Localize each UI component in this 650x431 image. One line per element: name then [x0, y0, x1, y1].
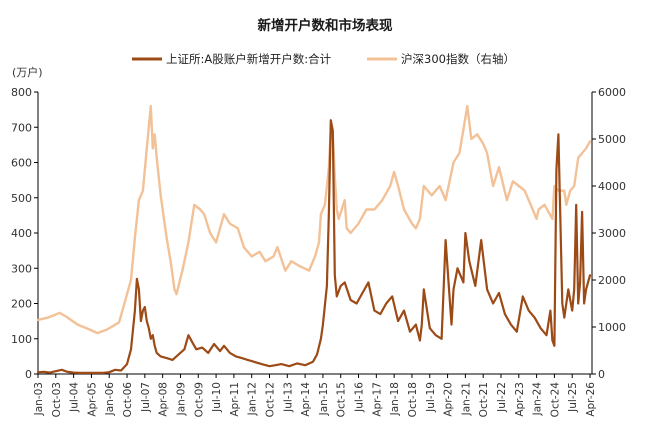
x-tick-label: Apr-11	[229, 382, 241, 417]
y-left-tick-label: 500	[11, 192, 32, 205]
left-axis-unit: (万户)	[12, 65, 43, 79]
x-tick-label: Jul-25	[567, 382, 579, 413]
y-left-tick-label: 600	[11, 157, 32, 170]
x-tick-label: Jul-22	[496, 382, 508, 413]
x-tick-label: Jan-21	[460, 382, 472, 416]
x-tick-label: Jul-10	[211, 382, 223, 413]
y-right-tick-label: 3000	[598, 227, 626, 240]
x-tick-label: Jul-13	[282, 382, 294, 413]
x-tick-label: Jul-04	[69, 382, 81, 413]
x-tick-label: Jan-06	[104, 382, 116, 417]
y-left-tick-label: 800	[11, 86, 32, 99]
y-right-tick-label: 0	[598, 368, 605, 381]
x-tick-label: Jul-19	[425, 382, 437, 413]
x-tick-label: Jul-07	[140, 382, 152, 413]
series-line-index	[36, 104, 592, 335]
x-tick-label: Apr-05	[86, 382, 98, 417]
x-tick-label: Apr-17	[371, 382, 383, 417]
x-tick-label: Apr-26	[585, 382, 597, 417]
x-tick-label: Oct-24	[549, 382, 561, 418]
chart-title: 新增开户数和市场表现	[258, 17, 393, 34]
x-tick-label: Apr-14	[300, 382, 312, 417]
y-right-tick-label: 1000	[598, 321, 626, 334]
y-left-tick-label: 300	[11, 262, 32, 275]
y-right-tick-label: 2000	[598, 274, 626, 287]
x-tick-label: Apr-20	[443, 382, 455, 417]
x-tick-label: Jul-16	[354, 382, 366, 413]
x-tick-label: Oct-09	[193, 382, 205, 417]
x-ticks: Jan-03 Oct-03 Jul-04 Apr-05 Jan-06 Oct-06 Jul-…	[33, 374, 597, 417]
x-tick-label: Oct-21	[478, 382, 490, 417]
y-left-tick-label: 700	[11, 121, 32, 134]
series-layer	[36, 104, 592, 374]
axes	[37, 92, 593, 375]
y-left-ticks: 0 100 200 300 400 500 600 700 800	[11, 86, 38, 381]
x-tick-label: Oct-18	[407, 382, 419, 417]
y-left-tick-label: 400	[11, 227, 32, 240]
y-left-tick-label: 100	[11, 333, 32, 346]
x-tick-label: Jan-18	[389, 382, 401, 416]
legend-label-accounts: 上证所:A股账户新增开户数:合计	[166, 52, 332, 66]
x-tick-label: Jan-12	[247, 382, 259, 416]
y-right-tick-label: 5000	[598, 133, 626, 146]
x-tick-label: Oct-15	[336, 382, 348, 417]
x-tick-label: Jan-03	[33, 382, 45, 416]
y-right-tick-label: 6000	[598, 86, 626, 99]
legend-label-index: 沪深300指数（右轴）	[401, 52, 515, 66]
series-line-accounts	[36, 119, 592, 374]
y-left-tick-label: 200	[11, 298, 32, 311]
x-tick-label: Jan-15	[318, 382, 330, 416]
x-tick-label: Apr-23	[514, 382, 526, 417]
x-tick-label: Apr-08	[158, 382, 170, 417]
y-left-tick-label: 0	[25, 368, 32, 381]
legend: 上证所:A股账户新增开户数:合计 沪深300指数（右轴）	[132, 52, 515, 66]
x-tick-label: Jan-09	[175, 382, 187, 416]
x-tick-label: Jan-24	[532, 382, 544, 417]
x-tick-label: Oct-06	[122, 382, 134, 418]
y-right-tick-label: 4000	[598, 180, 626, 193]
x-tick-label: Oct-03	[51, 382, 63, 417]
x-tick-label: Oct-12	[264, 382, 276, 417]
y-right-ticks: 0 1000 2000 3000 4000 5000 6000	[592, 86, 626, 381]
